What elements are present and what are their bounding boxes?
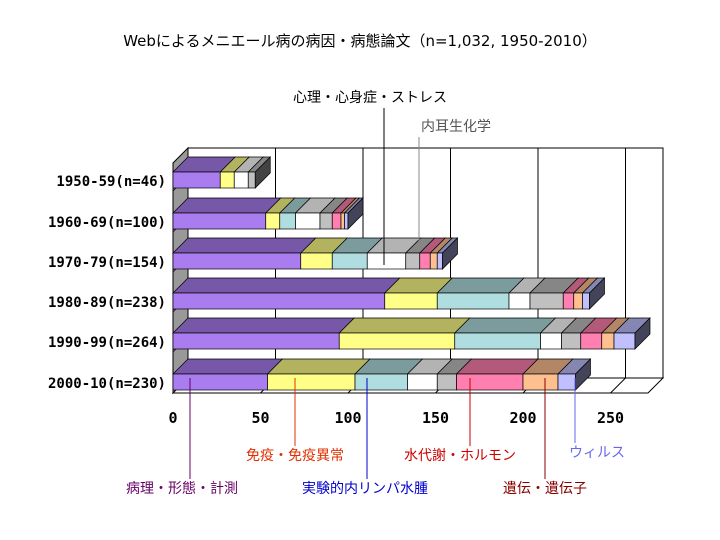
bar-segment: [561, 332, 582, 350]
bar-segment: [582, 292, 590, 310]
bar-segment: [557, 373, 576, 391]
bar-segment: [172, 292, 386, 310]
callout-label: ウィルス: [569, 445, 625, 461]
chart-title: Webによるメニエール病の病因・病態論文（n=1,032, 1950-2010）: [123, 32, 597, 50]
bar-end-face: [442, 237, 458, 270]
bar-segment: [508, 292, 531, 310]
bar-segment: [384, 292, 438, 310]
bar-segment: [573, 292, 583, 310]
bar-segment-top: [266, 358, 371, 375]
x-tick-label: 0: [168, 409, 177, 427]
bar-segment-top: [172, 358, 284, 375]
bar-end-face: [634, 317, 651, 350]
callout-label: 実験的内リンパ水腫: [302, 481, 428, 497]
bar-segment: [613, 332, 636, 350]
category-label: 1960-69(n=100): [48, 215, 166, 231]
bar-segment: [331, 252, 368, 270]
bar-segment-top: [172, 197, 282, 214]
callout-label: 水代謝・ホルモン: [404, 448, 516, 464]
x-tick-label: 250: [597, 409, 624, 427]
bar-segment: [529, 292, 564, 310]
bar-segment: [219, 171, 235, 189]
bar-segment: [247, 171, 256, 189]
x-tick-label: 100: [334, 409, 361, 427]
bar-segment: [407, 373, 438, 391]
bar-segment: [340, 212, 345, 230]
bar-segment: [419, 252, 431, 270]
bar-segment: [454, 332, 541, 350]
category-label: 2000-10(n=230): [48, 376, 166, 392]
bar-segment: [319, 212, 333, 230]
bar-segment: [331, 212, 342, 230]
callout-label: 心理・心身症・ストレス: [293, 90, 447, 106]
x-tick-label: 50: [251, 409, 269, 427]
bar-segment: [522, 373, 559, 391]
bar-segment: [456, 373, 524, 391]
bar-segment: [562, 292, 575, 310]
bar-segment-top: [172, 237, 317, 254]
floor-gridline: [610, 377, 626, 394]
bar-segment: [172, 373, 268, 391]
callout-label: 病理・形態・計測: [126, 481, 238, 497]
bar-segment-top: [453, 317, 557, 334]
callout-label: 内耳生化学: [421, 119, 491, 135]
bar-segment: [436, 373, 457, 391]
category-label: 1990-99(n=264): [48, 335, 166, 351]
bar-segment: [354, 373, 408, 391]
bar-end-face: [254, 156, 271, 189]
bar-segment: [344, 212, 349, 230]
bar-segment: [172, 252, 302, 270]
category-label: 1980-89(n=238): [48, 295, 166, 311]
bar-segment: [267, 373, 356, 391]
x-tick-label: 200: [509, 409, 536, 427]
callout-label: 遺伝・遺伝子: [503, 481, 587, 497]
bar-segment: [366, 252, 407, 270]
bar-end-face: [347, 197, 364, 230]
category-label: 1950-59(n=46): [56, 174, 166, 190]
bar-segment-top: [338, 317, 471, 334]
bar-segment: [279, 212, 296, 230]
bar-segment: [295, 212, 321, 230]
bar-segment: [338, 332, 456, 350]
category-label: 1970-79(n=154): [48, 255, 166, 271]
bar-segment: [436, 292, 510, 310]
bar-segment: [172, 332, 340, 350]
bar-segment-top: [172, 277, 401, 294]
callout-label: 免疫・免疫異常: [246, 448, 344, 464]
bar-segment: [172, 212, 267, 230]
bar-segment: [405, 252, 421, 270]
bar-segment: [540, 332, 562, 350]
bar-segment: [429, 252, 438, 270]
bar-end-face: [589, 277, 605, 310]
bar-segment: [233, 171, 249, 189]
bar-segment: [265, 212, 281, 230]
bar-segment-top: [172, 317, 356, 334]
x-tick-label: 150: [422, 409, 449, 427]
bar-segment: [300, 252, 333, 270]
bar-segment: [172, 171, 221, 189]
bar-segment: [580, 332, 603, 350]
bar-segment: [436, 252, 443, 270]
bar-segment: [601, 332, 615, 350]
